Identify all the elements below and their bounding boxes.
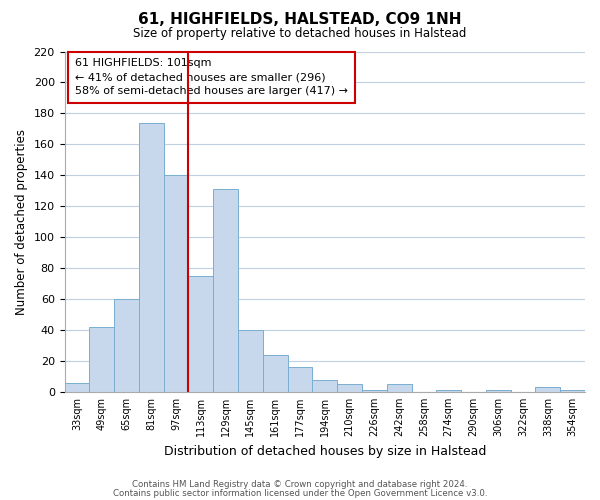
- Bar: [238, 330, 263, 392]
- Bar: [188, 276, 213, 392]
- Text: Size of property relative to detached houses in Halstead: Size of property relative to detached ho…: [133, 28, 467, 40]
- Bar: [287, 367, 313, 392]
- Bar: [114, 299, 139, 392]
- X-axis label: Distribution of detached houses by size in Halstead: Distribution of detached houses by size …: [164, 444, 486, 458]
- Bar: [89, 327, 114, 392]
- Bar: [387, 384, 412, 392]
- Text: Contains public sector information licensed under the Open Government Licence v3: Contains public sector information licen…: [113, 488, 487, 498]
- Bar: [486, 390, 511, 392]
- Bar: [436, 390, 461, 392]
- Bar: [560, 390, 585, 392]
- Text: Contains HM Land Registry data © Crown copyright and database right 2024.: Contains HM Land Registry data © Crown c…: [132, 480, 468, 489]
- Y-axis label: Number of detached properties: Number of detached properties: [15, 128, 28, 314]
- Bar: [337, 384, 362, 392]
- Bar: [164, 176, 188, 392]
- Bar: [362, 390, 387, 392]
- Bar: [65, 382, 89, 392]
- Bar: [263, 355, 287, 392]
- Text: 61 HIGHFIELDS: 101sqm
← 41% of detached houses are smaller (296)
58% of semi-det: 61 HIGHFIELDS: 101sqm ← 41% of detached …: [75, 58, 348, 96]
- Bar: [139, 122, 164, 392]
- Bar: [313, 380, 337, 392]
- Bar: [535, 388, 560, 392]
- Bar: [213, 189, 238, 392]
- Text: 61, HIGHFIELDS, HALSTEAD, CO9 1NH: 61, HIGHFIELDS, HALSTEAD, CO9 1NH: [138, 12, 462, 28]
